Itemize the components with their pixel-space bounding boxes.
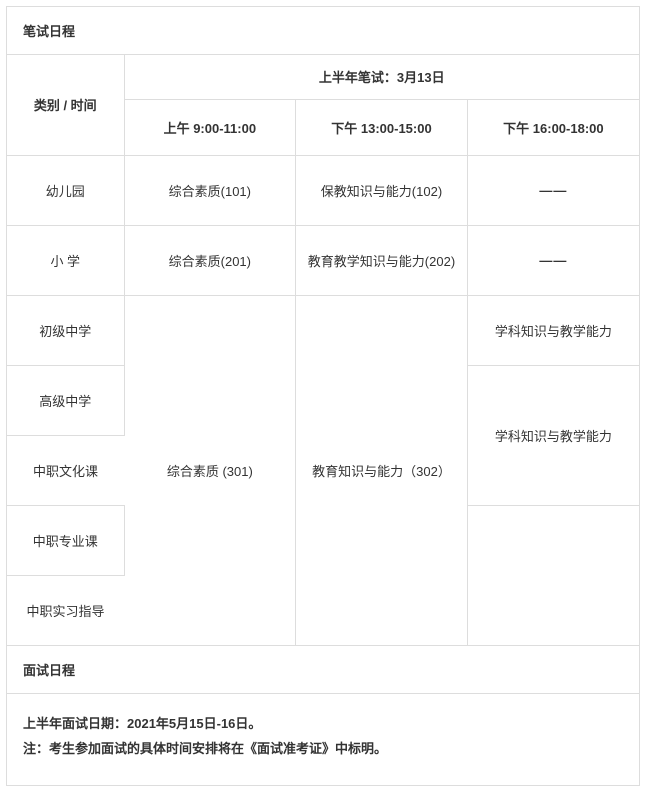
row-vocintern-label: 中职实习指导: [7, 575, 124, 645]
schedule-table: 类别 / 时间 上半年笔试：3月13日 上午 9:00-11:00 下午 13:…: [7, 55, 639, 645]
cell-kg-2: 保教知识与能力(102): [296, 155, 468, 225]
row-vocpro-label: 中职专业课: [7, 505, 124, 575]
cell-merged-1: 综合素质 (301): [124, 295, 296, 645]
row-kindergarten-label: 幼儿园: [7, 155, 124, 225]
written-exam-header: 笔试日程: [7, 7, 639, 55]
row-juniorhigh-label: 初级中学: [7, 295, 124, 365]
cell-sh-3: 学科知识与教学能力: [467, 365, 639, 505]
cell-kg-1: 综合素质(101): [124, 155, 296, 225]
interview-date: 上半年面试日期：2021年5月15日-16日。: [23, 712, 623, 737]
cell-pr-3: ——: [467, 225, 639, 295]
cell-pr-2: 教育教学知识与能力(202): [296, 225, 468, 295]
col-morning: 上午 9:00-11:00: [124, 99, 296, 155]
exam-title: 上半年笔试：3月13日: [124, 55, 639, 99]
schedule-container: 笔试日程 类别 / 时间 上半年笔试：3月13日 上午 9:00-11:00 下…: [6, 6, 640, 786]
cell-merged-2: 教育知识与能力（302）: [296, 295, 468, 645]
col-afternoon1: 下午 13:00-15:00: [296, 99, 468, 155]
row-primary-label: 小 学: [7, 225, 124, 295]
row-vocculture-label: 中职文化课: [7, 435, 124, 505]
cell-jh-3: 学科知识与教学能力: [467, 295, 639, 365]
cell-vocpro-3: [467, 505, 639, 645]
category-time-header: 类别 / 时间: [7, 55, 124, 155]
interview-header: 面试日程: [7, 645, 639, 694]
col-afternoon2: 下午 16:00-18:00: [467, 99, 639, 155]
cell-kg-3: ——: [467, 155, 639, 225]
interview-info: 上半年面试日期：2021年5月15日-16日。 注：考生参加面试的具体时间安排将…: [7, 694, 639, 785]
cell-pr-1: 综合素质(201): [124, 225, 296, 295]
interview-note: 注：考生参加面试的具体时间安排将在《面试准考证》中标明。: [23, 737, 623, 762]
row-seniorhigh-label: 高级中学: [7, 365, 124, 435]
